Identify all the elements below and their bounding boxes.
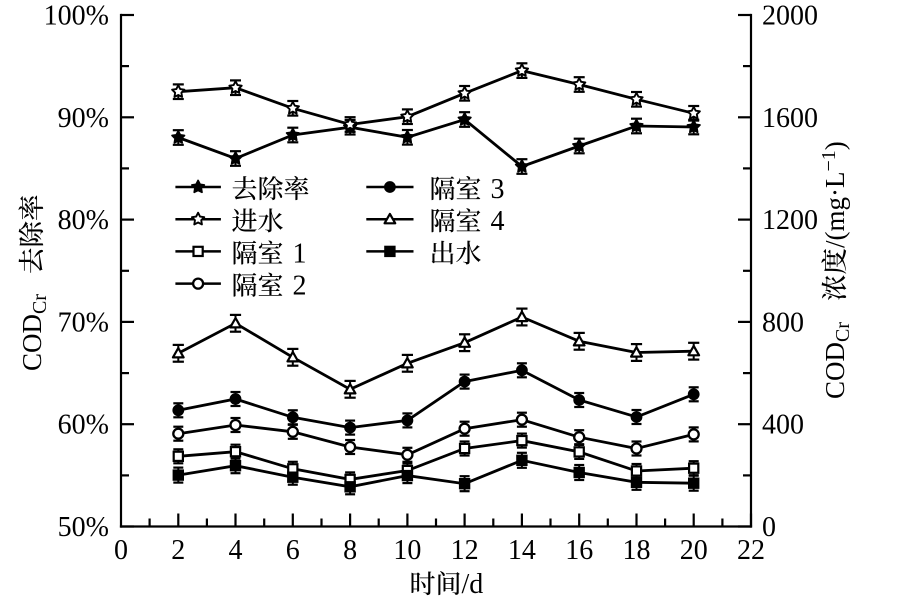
svg-text:100%: 100% — [44, 1, 109, 32]
svg-text:3: 3 — [491, 174, 505, 205]
svg-text:800: 800 — [762, 307, 804, 338]
svg-text:2000: 2000 — [762, 1, 818, 32]
svg-text:2: 2 — [171, 535, 185, 566]
svg-text:1200: 1200 — [762, 205, 818, 236]
svg-text:70%: 70% — [58, 307, 109, 338]
svg-text:4: 4 — [491, 206, 505, 237]
svg-text:400: 400 — [762, 410, 804, 441]
svg-text:20: 20 — [680, 535, 708, 566]
svg-text:8: 8 — [343, 535, 357, 566]
svg-text:50%: 50% — [58, 512, 109, 543]
svg-text:10: 10 — [393, 535, 421, 566]
svg-text:90%: 90% — [58, 103, 109, 134]
svg-text:/d: /d — [462, 569, 484, 600]
svg-text:80%: 80% — [58, 205, 109, 236]
svg-text:4: 4 — [229, 535, 243, 566]
svg-text:22: 22 — [737, 535, 765, 566]
svg-text:1: 1 — [293, 238, 307, 269]
svg-text:0: 0 — [114, 535, 128, 566]
svg-text:14: 14 — [508, 535, 536, 566]
svg-text:1600: 1600 — [762, 103, 818, 134]
svg-text:6: 6 — [286, 535, 300, 566]
svg-text:16: 16 — [565, 535, 593, 566]
svg-text:12: 12 — [451, 535, 479, 566]
svg-text:2: 2 — [293, 271, 307, 302]
svg-text:60%: 60% — [58, 410, 109, 441]
svg-text:18: 18 — [623, 535, 651, 566]
svg-text:0: 0 — [762, 512, 776, 543]
